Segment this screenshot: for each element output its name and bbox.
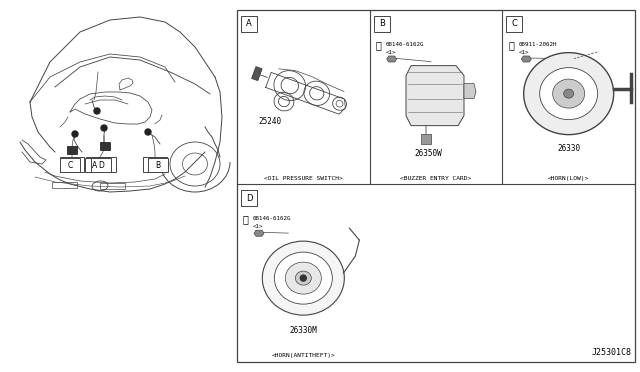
Ellipse shape [524, 52, 614, 135]
Text: 26330: 26330 [557, 144, 580, 153]
Bar [241, 190, 257, 206]
Ellipse shape [564, 89, 573, 98]
Text: D: D [101, 160, 107, 169]
Text: Ⓝ: Ⓝ [508, 40, 514, 50]
Circle shape [101, 125, 107, 131]
Text: 26350W: 26350W [414, 149, 442, 158]
Bar [100, 183, 125, 189]
Text: Ⓑ: Ⓑ [376, 40, 381, 50]
Text: B: B [379, 19, 385, 29]
Ellipse shape [540, 68, 598, 120]
Bar [86, 157, 110, 172]
Bar [67, 146, 77, 154]
Text: <1>: <1> [253, 224, 264, 229]
Text: <HORN(ANTITHEFT)>: <HORN(ANTITHEFT)> [271, 353, 335, 358]
Text: B: B [152, 160, 157, 169]
Ellipse shape [553, 79, 585, 108]
Circle shape [145, 129, 151, 135]
Polygon shape [252, 67, 262, 80]
Text: B: B [156, 160, 161, 170]
Bar [60, 158, 80, 172]
Text: 08146-6162G: 08146-6162G [253, 216, 291, 221]
Polygon shape [464, 84, 476, 99]
Text: <HORN(LOW)>: <HORN(LOW)> [548, 176, 589, 181]
Bar [100, 142, 110, 150]
Text: 08911-2062H: 08911-2062H [518, 42, 557, 46]
Bar [143, 157, 167, 172]
Text: C: C [67, 160, 72, 170]
Ellipse shape [262, 241, 344, 315]
Ellipse shape [285, 262, 321, 294]
Text: A: A [92, 160, 98, 170]
Bar [91, 158, 111, 172]
Text: J25301C8: J25301C8 [592, 348, 632, 357]
Bar [241, 16, 257, 32]
Text: D: D [98, 160, 104, 170]
Ellipse shape [275, 252, 332, 304]
Text: 08146-6162G: 08146-6162G [386, 42, 424, 46]
Bar [85, 158, 105, 172]
Polygon shape [387, 56, 397, 62]
Bar [52, 182, 77, 188]
Bar [148, 158, 168, 172]
Text: <1>: <1> [518, 49, 529, 55]
Text: D: D [246, 194, 252, 203]
Text: Ⓑ: Ⓑ [243, 214, 249, 224]
Polygon shape [522, 56, 531, 62]
Text: C: C [69, 160, 75, 169]
Polygon shape [254, 230, 264, 236]
Bar [60, 157, 84, 172]
Text: <BUZZER ENTRY CARD>: <BUZZER ENTRY CARD> [401, 176, 472, 181]
Circle shape [300, 275, 307, 281]
Text: 25240: 25240 [258, 117, 281, 126]
Text: A: A [95, 160, 100, 169]
Polygon shape [406, 65, 464, 126]
Bar [92, 157, 116, 172]
Bar [506, 16, 522, 32]
Text: 26330M: 26330M [289, 326, 317, 335]
Bar [374, 16, 390, 32]
Text: <OIL PRESSURE SWITCH>: <OIL PRESSURE SWITCH> [264, 176, 342, 181]
Text: A: A [246, 19, 252, 29]
Text: C: C [511, 19, 517, 29]
Bar [237, 10, 635, 362]
Text: <1>: <1> [386, 49, 396, 55]
Bar [421, 134, 431, 144]
Circle shape [94, 108, 100, 114]
Circle shape [72, 131, 78, 137]
Ellipse shape [295, 271, 311, 285]
